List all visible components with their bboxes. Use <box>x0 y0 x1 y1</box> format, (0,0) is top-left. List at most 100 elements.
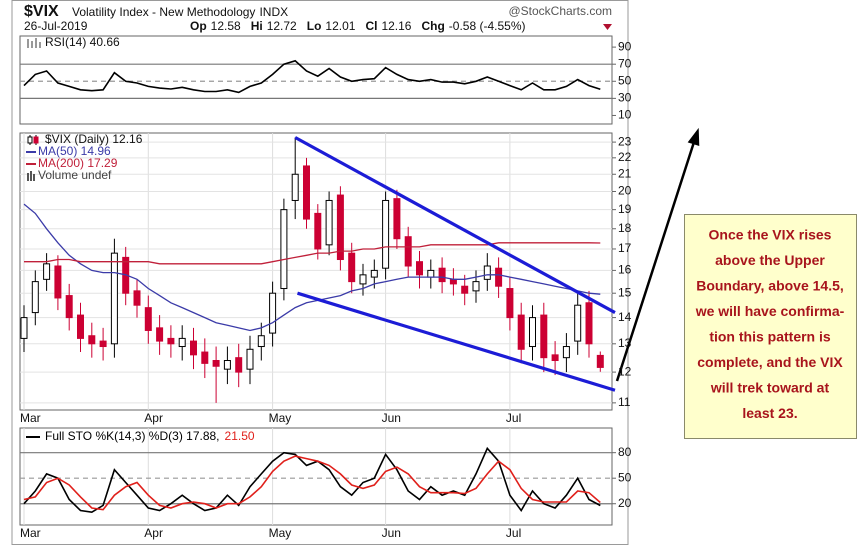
series-line <box>23 59 601 94</box>
y-tick-label: 11 <box>618 395 631 409</box>
quote-label: Cl <box>365 19 377 33</box>
x-tick-label: May <box>269 526 292 540</box>
candle-body <box>167 337 175 345</box>
candle-body <box>269 292 277 334</box>
series-line <box>24 242 601 265</box>
annotation: Once the VIX rises above the Upper Boundar… <box>684 214 857 439</box>
candle-body <box>336 194 344 261</box>
candle-body <box>596 354 604 368</box>
y-tick-label: 14 <box>618 310 632 324</box>
x-tick-label: Apr <box>144 411 163 425</box>
candle-body <box>314 212 322 250</box>
annotation-line: above the Upper <box>715 252 825 268</box>
down-indicator <box>603 24 612 30</box>
candle-body <box>540 314 548 359</box>
quote-label: Chg <box>421 19 444 33</box>
x-tick-label: May <box>269 411 292 425</box>
candle-body <box>449 278 457 285</box>
candle-body <box>156 327 164 342</box>
candle-body <box>303 165 310 220</box>
candle-body <box>562 346 570 359</box>
annotation-box <box>684 214 857 439</box>
y-tick-label: 80 <box>618 445 632 459</box>
y-tick-label: 17 <box>618 241 632 255</box>
candle-body <box>77 314 84 339</box>
candle-body <box>348 252 356 283</box>
candle-body <box>257 335 265 348</box>
quote-label: Hi <box>251 19 263 33</box>
series-line <box>23 203 601 332</box>
panel <box>19 132 613 411</box>
panel-legend: RSI(14) 40.66 <box>45 35 120 49</box>
candle-body <box>65 295 73 319</box>
candle-body <box>483 265 491 280</box>
annotation-line: we will have confirma- <box>695 303 845 319</box>
candle-body <box>393 198 401 240</box>
y-tick-label: 21 <box>618 166 632 180</box>
candle-body <box>201 351 209 364</box>
candle-body <box>20 317 28 339</box>
y-tick-label: 23 <box>618 134 632 148</box>
y-tick-label: 16 <box>618 263 632 277</box>
annotation-line: will trek toward at <box>710 380 830 396</box>
candle-body <box>43 263 51 280</box>
quote-value: -0.58 (-4.55%) <box>449 19 526 33</box>
candle-body <box>472 281 480 292</box>
candle-body <box>529 317 536 348</box>
quote-label: Lo <box>307 19 322 33</box>
x-tick-label: Jul <box>506 526 521 540</box>
candle-body <box>31 281 39 314</box>
candle-body <box>416 261 423 276</box>
candle-body <box>54 265 62 299</box>
annotation-line: tion this pattern is <box>709 329 831 345</box>
legend-entry: Volume undef <box>38 168 112 182</box>
y-tick-label: 20 <box>618 184 632 198</box>
x-tick-label: Mar <box>20 411 41 425</box>
quote-value: 12.58 <box>211 19 241 33</box>
candle-body <box>551 354 559 362</box>
legend-icon <box>33 136 39 144</box>
y-tick-label: 90 <box>618 39 632 53</box>
candle-body <box>190 340 197 356</box>
annotation-line: complete, and the VIX <box>697 354 843 370</box>
y-tick-label: 70 <box>618 56 632 70</box>
candle-body <box>427 269 435 278</box>
y-tick-label: 15 <box>618 285 632 299</box>
symbol: $VIX <box>24 3 59 20</box>
candle-body <box>110 252 118 345</box>
candle-body <box>280 209 288 290</box>
y-tick-label: 10 <box>618 108 632 122</box>
annotation-line: Once the VIX rises <box>709 227 832 243</box>
candle-body <box>88 335 96 345</box>
annotation-line: least 23. <box>742 405 797 421</box>
x-tick-label: Jun <box>382 526 401 540</box>
legend-entry: 21.50 <box>225 429 255 443</box>
panel <box>19 35 613 125</box>
candle-body <box>382 199 390 269</box>
source: @StockCharts.com <box>508 4 612 18</box>
y-tick-label: 30 <box>618 91 632 105</box>
candle-body <box>438 267 446 283</box>
candle-body <box>291 173 299 201</box>
y-tick-label: 13 <box>618 336 632 350</box>
y-tick-label: 50 <box>618 73 632 87</box>
candle-body <box>370 269 378 278</box>
legend-entry: Full STO %K(14,3) %D(3) 17.88, <box>45 429 220 443</box>
arrow-head <box>687 127 700 147</box>
candle-body <box>325 199 333 246</box>
exchange: INDX <box>259 5 288 19</box>
legend-icon <box>27 136 33 144</box>
candle-body <box>144 307 152 331</box>
legend-entry: MA(200) 17.29 <box>38 156 118 170</box>
quote-value: 12.01 <box>325 19 355 33</box>
candle-body <box>585 302 593 345</box>
candle-body <box>223 360 231 370</box>
security-name: Volatility Index - New Methodology INDX <box>72 5 288 19</box>
candle-body <box>178 337 186 348</box>
y-tick-label: 19 <box>618 202 632 216</box>
x-tick-label: Jun <box>382 411 401 425</box>
candle-body <box>574 304 582 342</box>
candle-body <box>461 285 469 294</box>
